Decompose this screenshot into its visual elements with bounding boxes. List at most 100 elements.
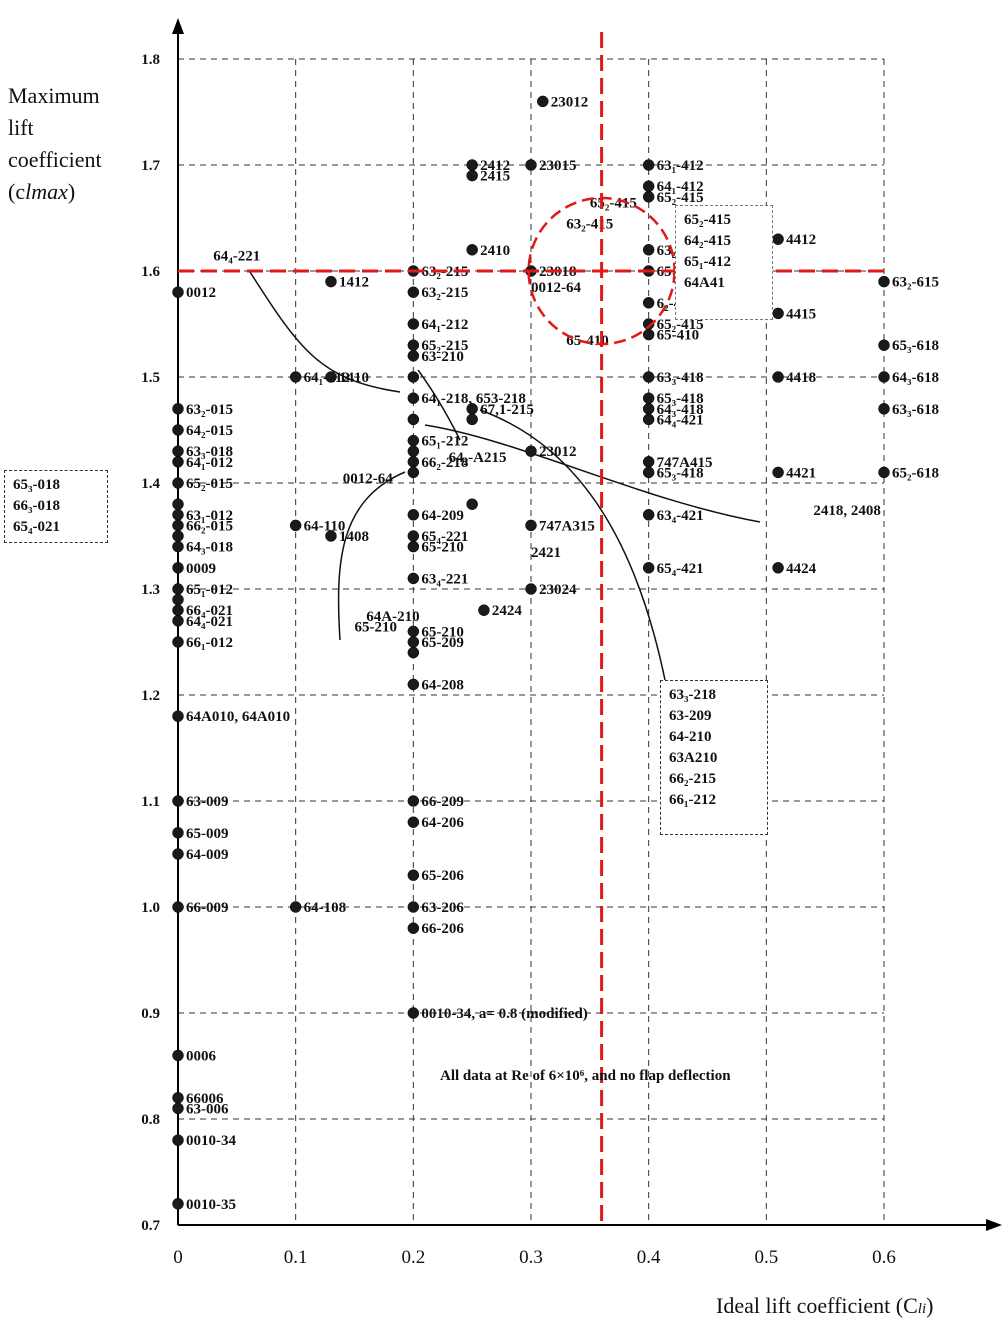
point-label: 0010-34 (186, 1133, 236, 1149)
point-label: 65₃-618 (892, 338, 939, 354)
data-point (407, 434, 420, 447)
point-label: 65₁-212 (421, 434, 468, 450)
data-point (772, 307, 784, 320)
data-point (466, 413, 478, 426)
data-point (642, 413, 655, 426)
data-point (642, 466, 655, 479)
data-point (172, 1092, 184, 1104)
point-label: 65₁-012 (186, 582, 233, 598)
leader-curve (479, 409, 666, 681)
data-point (172, 615, 184, 627)
point-label: 4424 (786, 561, 817, 577)
point-label: 2410 (480, 243, 510, 259)
annotation-label: 0012-64 (343, 471, 393, 487)
x-tick-label: 0.1 (284, 1247, 308, 1268)
point-label: 65₂-618 (892, 465, 939, 481)
data-point (525, 583, 537, 595)
data-point (289, 519, 302, 532)
box-entry: 65₁-412 (684, 254, 731, 270)
data-point (772, 371, 784, 383)
data-point (289, 901, 302, 913)
point-label: 66006 (186, 1091, 224, 1107)
data-point (525, 159, 537, 171)
data-point (172, 848, 184, 860)
x-tick-label: 0.5 (754, 1247, 778, 1268)
data-point (325, 530, 337, 542)
data-point (537, 95, 549, 108)
point-label: 65₄-221 (421, 529, 468, 545)
data-point (172, 593, 184, 606)
y-tick-label: 1.3 (141, 582, 160, 598)
point-label: 65-009 (186, 826, 229, 842)
point-label: 1410 (339, 370, 369, 386)
box-entry: 65₂-415 (684, 212, 731, 228)
annotation-label: 2421 (531, 545, 561, 561)
data-point (466, 159, 478, 171)
point-label: 23012 (551, 94, 589, 110)
point-label: 65₂-415 (657, 317, 704, 333)
data-point (407, 392, 420, 404)
annotation-label: 65₂-415 (590, 195, 637, 211)
point-label: 64₁-212 (421, 317, 468, 333)
data-point (172, 636, 184, 648)
point-label: 64₄-021 (186, 614, 233, 630)
data-point (642, 328, 655, 341)
y-tick-label: 1.0 (141, 900, 160, 916)
point-label: 65₃-418 (657, 465, 704, 481)
data-point (172, 519, 184, 532)
point-label: 23024 (539, 582, 577, 598)
point-label: 66₂-218 (421, 455, 468, 471)
point-label: 0010-34, a= 0.8 (modified) (421, 1006, 587, 1022)
y-tick-label: 1.6 (141, 264, 160, 280)
data-point (172, 509, 184, 521)
data-point (172, 286, 184, 298)
point-label: 64₁-218, 653-218 (421, 391, 526, 407)
annotation-label: 63₂-415 (566, 217, 613, 233)
reference-circle (527, 196, 676, 346)
point-label: 63₂-015 (186, 402, 233, 418)
point-label: 63-006 (186, 1101, 229, 1117)
data-point (172, 403, 184, 415)
y-tick-label: 0.8 (141, 1112, 160, 1128)
leader-curve (337, 471, 406, 641)
box-entry: 66₁-212 (669, 792, 716, 808)
box-entry: 65₃-018 (13, 477, 60, 493)
leader-curve (417, 369, 461, 441)
annotation-label: 65-410 (566, 333, 609, 349)
point-label: 64₃-018 (186, 540, 233, 556)
annotation-label: 0012-64 (531, 280, 581, 296)
point-label: 0010-35 (186, 1197, 236, 1213)
data-point (407, 1007, 420, 1019)
data-point (325, 275, 337, 288)
point-label: 63₂-615 (892, 275, 939, 291)
point-label: 64A010, 64A010 (186, 709, 290, 725)
legend-box-left: 65₃-018 66₃-018 65₄-021 (4, 470, 108, 543)
point-label: 65-410 (657, 328, 700, 344)
point-label: 65-206 (421, 868, 464, 884)
point-label: 2424 (492, 603, 523, 619)
point-label: 2412 (480, 158, 510, 174)
point-label: 67,1-215 (480, 402, 534, 418)
data-point (878, 339, 890, 351)
point-label: 23012 (539, 444, 577, 460)
data-point (772, 562, 784, 574)
point-label: 65₂-015 (186, 476, 233, 492)
point-label: 63₂-215 (421, 285, 468, 301)
point-label: 65₄-421 (657, 561, 704, 577)
box-entry: 63₃-218 (669, 687, 716, 703)
point-label: 0012 (186, 285, 216, 301)
data-point (478, 604, 490, 616)
data-point (407, 540, 420, 553)
point-label: 63₄-221 (421, 571, 468, 587)
data-point (407, 636, 420, 648)
legend-box-right: 63₃-218 63-209 64-210 63A210 66₂-215 66₁-212 (660, 680, 768, 835)
y-tick-label: 1.2 (141, 688, 160, 704)
legend-box-top: 65₂-415 64₂-415 65₁-412 64A41 (675, 205, 773, 320)
data-point (407, 466, 420, 479)
point-label: 1408 (339, 529, 369, 545)
point-label: 63₃-018 (186, 444, 233, 460)
leader-curve (249, 271, 401, 393)
point-label: 64-208 (421, 677, 464, 693)
point-label: 63-206 (421, 900, 464, 916)
